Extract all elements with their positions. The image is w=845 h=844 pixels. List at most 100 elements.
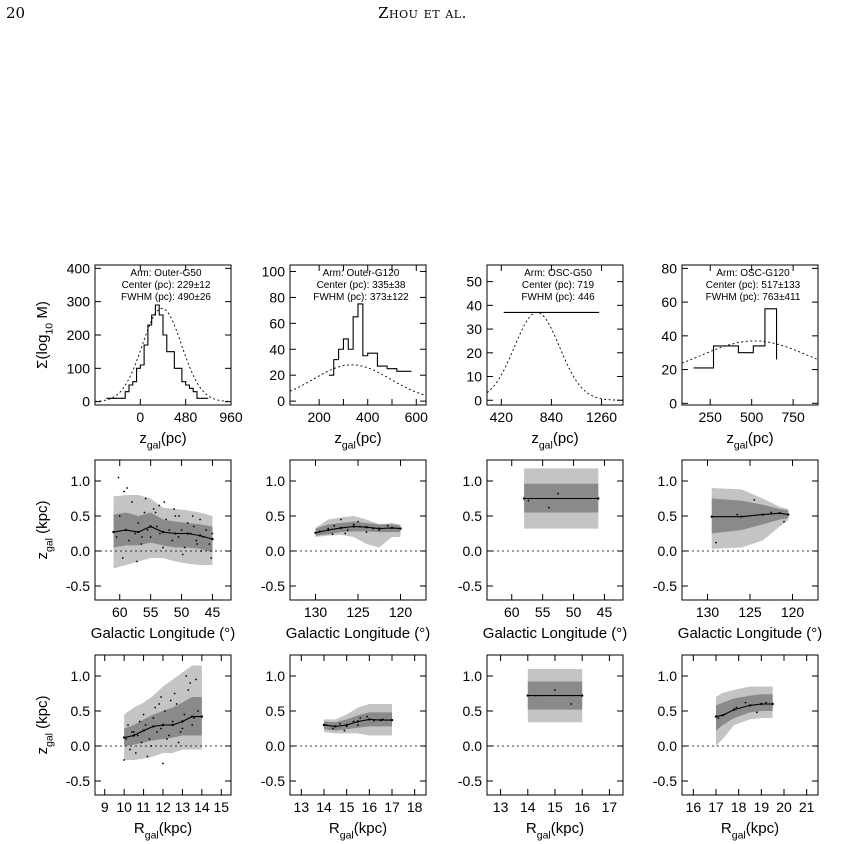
median-point (597, 497, 600, 500)
y-tick-label: 0.0 (658, 543, 678, 559)
data-point (136, 734, 139, 737)
x-tick-label: 11 (136, 799, 151, 815)
y-tick-label: 60 (269, 315, 285, 331)
median-point (149, 525, 152, 528)
panel-plot-area (682, 488, 818, 552)
x-axis-label: Galactic Longitude (°) (678, 625, 822, 642)
data-point (134, 752, 137, 754)
data-point (382, 718, 384, 721)
annotation-text: Arm: OSC-G50 (524, 268, 592, 279)
data-point (358, 525, 361, 528)
median-point (186, 532, 189, 535)
x-tick-label: 21 (799, 799, 815, 815)
x-tick-label: 55 (535, 604, 551, 620)
data-point (144, 497, 147, 500)
band-inner (315, 521, 401, 536)
x-tick-label: 50 (566, 604, 582, 620)
panel-row1-osc-g50: 420 840 1260 0 10 20 30 40 50 Arm: OSC-G50Center … (466, 264, 624, 451)
histogram (106, 304, 209, 399)
data-point (724, 713, 726, 716)
x-tick-label: 55 (143, 604, 159, 620)
panel-plot-area (290, 516, 426, 552)
x-tick-label: 120 (781, 604, 805, 620)
median-point (526, 694, 529, 697)
data-point (149, 536, 152, 538)
data-point (180, 529, 183, 531)
y-tick-label: 10 (466, 369, 482, 385)
x-tick-label: 420 (490, 409, 514, 425)
y-tick-label: 60 (661, 294, 677, 310)
data-point (783, 520, 785, 523)
median-point (352, 525, 355, 528)
y-tick-label: 0 (82, 394, 90, 410)
x-tick-label: 600 (405, 409, 429, 425)
x-axis-label: Galactic Longitude (°) (483, 625, 627, 642)
median-point (132, 734, 136, 737)
data-point (137, 522, 140, 524)
data-point (570, 703, 573, 705)
y-tick-label: 400 (67, 260, 91, 276)
data-point (195, 539, 198, 542)
x-tick-label: 45 (205, 604, 221, 620)
median-point (334, 725, 337, 728)
data-point (386, 524, 389, 527)
y-tick-label: 1.0 (463, 473, 483, 489)
y-tick-label: -0.5 (66, 773, 90, 789)
plot-frame (94, 459, 232, 601)
y-tick-label: 0.5 (266, 703, 286, 719)
median-point (171, 723, 174, 727)
median-point (122, 736, 126, 739)
annotation-text: FWHM (pc): 446 (521, 292, 595, 303)
x-tick-label: 16 (362, 799, 378, 815)
data-point (131, 501, 133, 503)
y-tick-label: 200 (67, 327, 91, 343)
x-tick-label: 18 (731, 799, 747, 815)
data-point (372, 527, 375, 530)
gaussian-fit (487, 312, 623, 401)
data-point (365, 531, 368, 533)
y-axis-label: zgal (kpc) (34, 695, 55, 754)
x-axis-label: Rgal(kpc) (721, 820, 779, 841)
gaussian-fit (95, 307, 231, 402)
data-point (343, 729, 346, 732)
x-tick-label: 13 (294, 799, 310, 815)
data-point (185, 675, 188, 677)
data-point (123, 759, 126, 761)
median-point (522, 497, 526, 500)
y-tick-label: 100 (262, 263, 286, 279)
x-tick-label: 18 (407, 799, 423, 815)
data-point (155, 525, 158, 528)
panel-row3-osc-g120: 16 17 18 19 20 21 -0.5 0.0 0.5 1.0 Rgal(kpc) (653, 654, 819, 841)
x-axis-label: zgal(pc) (531, 430, 578, 451)
data-point (333, 524, 336, 527)
data-point (344, 532, 347, 535)
panel-row2-osc-g120: 130 125 120 -0.5 0.0 0.5 1.0 Galactic Longitude… (653, 459, 822, 642)
data-point (331, 533, 334, 536)
y-tick-label: 1.0 (658, 473, 678, 489)
data-point (753, 499, 756, 501)
data-point (736, 513, 739, 516)
data-point (148, 738, 151, 740)
data-point (152, 508, 155, 510)
x-tick-label: 840 (540, 409, 564, 425)
x-tick-label: 130 (304, 604, 328, 620)
x-tick-label: 13 (493, 799, 509, 815)
data-point (152, 717, 155, 719)
x-axis-label: zgal(pc) (726, 430, 773, 451)
median-point (314, 531, 317, 534)
data-point (210, 557, 213, 559)
y-tick-label: 40 (661, 328, 677, 344)
plot-frame (486, 459, 624, 601)
y-tick-label: -0.5 (261, 773, 285, 789)
median-point (390, 718, 394, 722)
data-point (160, 696, 162, 698)
panel-plot-area (487, 468, 623, 552)
data-point (372, 719, 375, 722)
x-tick-label: 15 (547, 799, 563, 815)
panel-row2-osc-g50: 60 55 50 45 -0.5 0.0 0.5 1.0 Galactic Longitude … (458, 459, 627, 642)
panel-row1-outer-g120: 200 400 600 0 20 40 60 80 100 Arm: Outer-G120Cent… (262, 263, 429, 451)
y-tick-label: 0.5 (71, 508, 91, 524)
y-tick-label: -0.5 (458, 773, 482, 789)
data-point (359, 717, 362, 719)
